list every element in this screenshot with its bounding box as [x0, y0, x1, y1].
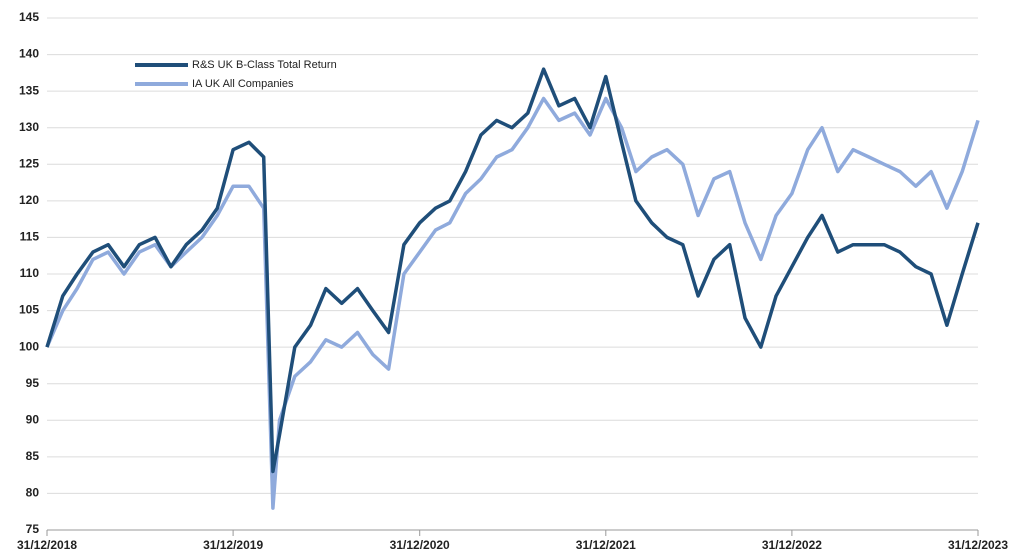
y-tick-label: 145	[19, 10, 39, 24]
x-tick-label: 31/12/2023	[948, 538, 1008, 552]
x-tick-label: 31/12/2020	[390, 538, 450, 552]
y-tick-label: 75	[26, 522, 40, 536]
x-tick-label: 31/12/2021	[576, 538, 636, 552]
legend-label: IA UK All Companies	[192, 78, 294, 90]
x-tick-label: 31/12/2019	[203, 538, 263, 552]
y-tick-label: 95	[26, 376, 40, 390]
y-tick-label: 130	[19, 120, 39, 134]
y-tick-label: 140	[19, 47, 39, 61]
y-tick-label: 85	[26, 449, 40, 463]
y-tick-label: 110	[20, 266, 40, 280]
x-tick-label: 31/12/2018	[17, 538, 77, 552]
y-tick-label: 80	[26, 486, 40, 500]
y-tick-label: 120	[19, 193, 39, 207]
series-line	[45, 67, 980, 474]
x-tick-label: 31/12/2022	[762, 538, 822, 552]
series-line	[45, 96, 980, 510]
y-tick-label: 135	[19, 83, 39, 97]
y-tick-label: 105	[19, 303, 39, 317]
y-tick-label: 100	[19, 339, 39, 353]
legend-label: R&S UK B-Class Total Return	[192, 59, 337, 71]
y-tick-label: 90	[26, 412, 40, 426]
y-tick-label: 125	[19, 156, 39, 170]
y-tick-label: 115	[20, 230, 40, 244]
